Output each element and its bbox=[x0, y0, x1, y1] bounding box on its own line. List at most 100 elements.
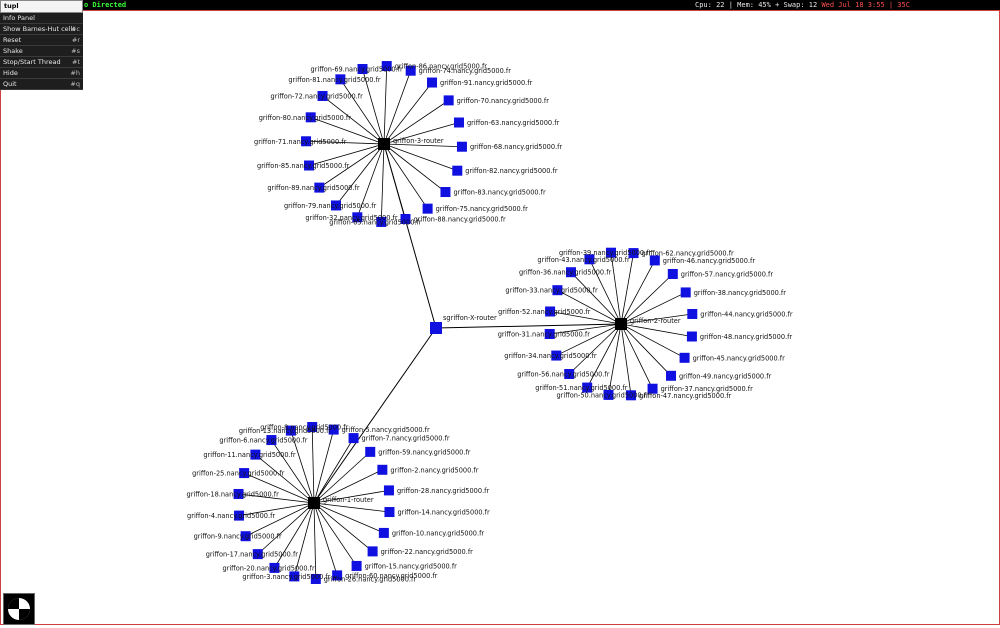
host-node[interactable] bbox=[628, 248, 639, 259]
host-node[interactable] bbox=[427, 77, 438, 88]
host-node[interactable] bbox=[686, 331, 697, 342]
host-node[interactable] bbox=[456, 141, 467, 152]
host-label: griffon-83.nancy.grid5000.fr bbox=[453, 189, 546, 197]
host-node[interactable] bbox=[400, 213, 411, 224]
menu-item-quit[interactable]: Quit #q bbox=[0, 79, 83, 90]
menu-title: tupl bbox=[0, 0, 83, 13]
host-node[interactable] bbox=[330, 200, 341, 211]
menu-item-hide[interactable]: Hide #h bbox=[0, 68, 83, 79]
host-node[interactable] bbox=[666, 370, 677, 381]
menu-item-reset[interactable]: Reset #r bbox=[0, 35, 83, 46]
host-node[interactable] bbox=[384, 507, 395, 518]
router-node[interactable] bbox=[308, 497, 320, 509]
host-node[interactable] bbox=[405, 65, 416, 76]
host-label: griffon-65.nancy.grid5000.fr bbox=[329, 218, 422, 226]
host-node[interactable] bbox=[252, 549, 263, 560]
menu-item-label: Quit bbox=[3, 80, 17, 88]
hub-router-label: sgriffon-X-router bbox=[443, 314, 497, 322]
host-edge bbox=[383, 143, 446, 193]
host-node[interactable] bbox=[314, 182, 325, 193]
host-node[interactable] bbox=[332, 570, 343, 581]
host-node[interactable] bbox=[357, 64, 368, 75]
host-node[interactable] bbox=[667, 268, 678, 279]
app-logo-icon[interactable] bbox=[3, 593, 35, 625]
host-node[interactable] bbox=[307, 422, 318, 433]
host-node[interactable] bbox=[250, 449, 261, 460]
host-node[interactable] bbox=[377, 464, 388, 475]
host-edge bbox=[238, 502, 315, 516]
host-node[interactable] bbox=[443, 95, 454, 106]
host-node[interactable] bbox=[647, 383, 658, 394]
host-edge bbox=[313, 502, 390, 513]
host-edge bbox=[308, 143, 385, 166]
host-node[interactable] bbox=[301, 136, 312, 147]
host-node[interactable] bbox=[551, 350, 562, 361]
menu-item-stop-start-thread[interactable]: Stop/Start Thread #t bbox=[0, 57, 83, 68]
menu-item-shake[interactable]: Shake #s bbox=[0, 46, 83, 57]
host-node[interactable] bbox=[544, 329, 555, 340]
router-node[interactable] bbox=[615, 318, 627, 330]
hub-router-node[interactable] bbox=[430, 322, 442, 334]
host-edge bbox=[620, 260, 656, 325]
host-node[interactable] bbox=[233, 488, 244, 499]
host-label: griffon-18.nancy.grid5000.fr bbox=[187, 490, 280, 498]
host-node[interactable] bbox=[422, 203, 433, 214]
host-node[interactable] bbox=[240, 531, 251, 542]
host-node[interactable] bbox=[383, 485, 394, 496]
host-node[interactable] bbox=[351, 560, 362, 571]
menu-item-info-panel[interactable]: Info Panel bbox=[0, 13, 83, 24]
router-node[interactable] bbox=[378, 138, 390, 150]
host-node[interactable] bbox=[687, 308, 698, 319]
top-status-bar: o Directed Cpu: 22 | Mem: 45% + Swap: 12… bbox=[0, 0, 1000, 10]
host-node[interactable] bbox=[317, 90, 328, 101]
host-node[interactable] bbox=[234, 510, 245, 521]
host-node[interactable] bbox=[603, 389, 614, 400]
host-node[interactable] bbox=[605, 247, 616, 258]
host-node[interactable] bbox=[367, 546, 378, 557]
host-node[interactable] bbox=[289, 571, 300, 582]
host-node[interactable] bbox=[582, 382, 593, 393]
host-node[interactable] bbox=[584, 254, 595, 265]
network-graph[interactable]: griffon-74.nancy.grid5000.fr griffon-91.n… bbox=[1, 11, 999, 624]
host-node[interactable] bbox=[680, 287, 691, 298]
host-label: griffon-79.nancy.grid5000.fr bbox=[284, 202, 377, 210]
host-node[interactable] bbox=[335, 74, 346, 85]
host-edge bbox=[274, 502, 315, 569]
host-label: griffon-63.nancy.grid5000.fr bbox=[467, 119, 560, 127]
host-node[interactable] bbox=[552, 285, 563, 296]
host-node[interactable] bbox=[304, 160, 315, 171]
host-node[interactable] bbox=[679, 352, 690, 363]
host-node[interactable] bbox=[352, 212, 363, 223]
host-label: griffon-33.nancy.grid5000.fr bbox=[505, 287, 598, 295]
host-node[interactable] bbox=[348, 433, 359, 444]
host-node[interactable] bbox=[269, 562, 280, 573]
host-edge bbox=[620, 292, 686, 325]
host-node[interactable] bbox=[626, 390, 637, 401]
host-node[interactable] bbox=[239, 468, 250, 479]
host-node[interactable] bbox=[564, 369, 575, 380]
host-node[interactable] bbox=[328, 424, 339, 435]
host-node[interactable] bbox=[452, 165, 463, 176]
host-label: griffon-86.nancy.grid5000.fr bbox=[395, 63, 488, 71]
host-node[interactable] bbox=[365, 446, 376, 457]
host-node[interactable] bbox=[649, 255, 660, 266]
system-stats: Cpu: 22 | Mem: 45% + Swap: 12 bbox=[695, 1, 818, 9]
host-node[interactable] bbox=[381, 61, 392, 72]
host-node[interactable] bbox=[453, 117, 464, 128]
host-edge bbox=[245, 502, 315, 537]
host-node[interactable] bbox=[545, 306, 556, 317]
host-edge bbox=[313, 502, 385, 534]
host-node[interactable] bbox=[376, 216, 387, 227]
host-node[interactable] bbox=[285, 425, 296, 436]
host-node[interactable] bbox=[378, 527, 389, 538]
host-edge bbox=[568, 323, 622, 375]
host-edge bbox=[556, 323, 622, 356]
host-node[interactable] bbox=[266, 435, 277, 446]
host-label: griffon-26.nancy.grid5000.fr bbox=[324, 575, 417, 583]
host-label: griffon-22.nancy.grid5000.fr bbox=[381, 548, 474, 556]
menu-item-show-barnes-hut[interactable]: Show Barnes-Hut cells #c bbox=[0, 24, 83, 35]
host-node[interactable] bbox=[310, 573, 321, 584]
host-node[interactable] bbox=[440, 187, 451, 198]
host-node[interactable] bbox=[565, 267, 576, 278]
host-node[interactable] bbox=[305, 112, 316, 123]
